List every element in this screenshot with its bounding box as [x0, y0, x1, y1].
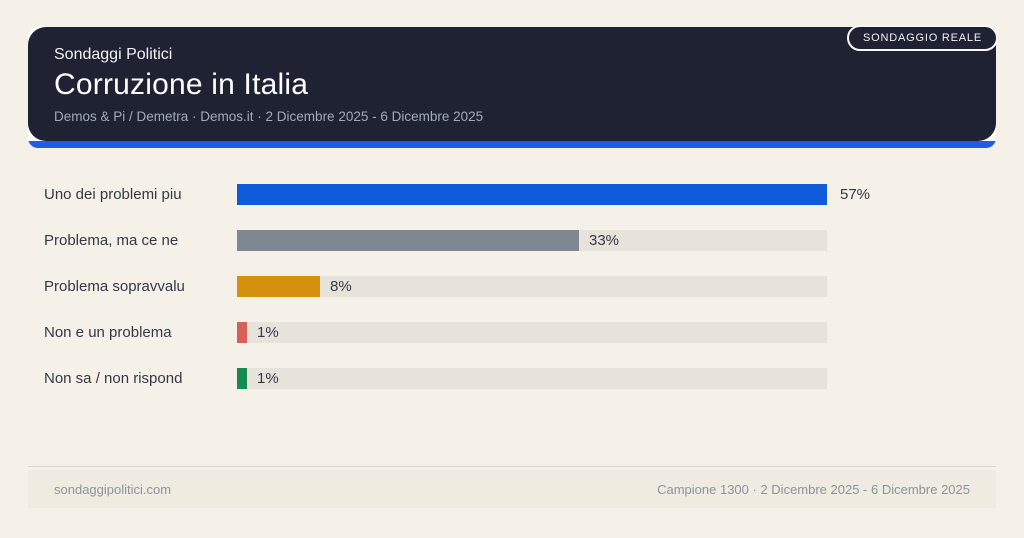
page-subtitle: Demos & Pi / Demetra · Demos.it · 2 Dice…: [54, 109, 484, 124]
bar-track: 33%: [237, 230, 827, 251]
bar-fill: [237, 184, 827, 205]
bar-value: 1%: [257, 370, 279, 387]
row-label: Problema, ma ce ne: [44, 232, 179, 249]
brand-kicker: Sondaggi Politici: [54, 46, 173, 63]
bar-value: 1%: [257, 324, 279, 341]
bar-fill: [237, 322, 247, 343]
footer-bar: sondaggipolitici.com Campione 1300 · 2 D…: [28, 470, 996, 508]
chart-row: Uno dei problemi piu 57%: [44, 184, 870, 205]
bar-track: 1%: [237, 368, 827, 389]
row-label: Problema sopravvalu: [44, 278, 185, 295]
chart-row: Problema sopravvalu 8%: [44, 276, 827, 297]
page-title: Corruzione in Italia: [54, 68, 309, 101]
row-label: Uno dei problemi piu: [44, 186, 182, 203]
bar-fill: [237, 368, 247, 389]
footer-sample-info: Campione 1300 · 2 Dicembre 2025 - 6 Dice…: [657, 481, 970, 497]
bar-value: 57%: [840, 186, 871, 203]
bar-value: 8%: [330, 278, 352, 295]
row-label: Non e un problema: [44, 324, 172, 341]
bar-fill: [237, 276, 320, 297]
header-card-wrap: Sondaggi Politici Corruzione in Italia D…: [28, 27, 996, 148]
header-card: Sondaggi Politici Corruzione in Italia D…: [28, 27, 996, 141]
chart-row: Non sa / non rispond 1%: [44, 368, 827, 389]
poll-bar-chart: Uno dei problemi piu 57% Problema, ma ce n…: [44, 184, 870, 414]
bar-track: 1%: [237, 322, 827, 343]
accent-line: [28, 141, 996, 148]
row-label: Non sa / non rispond: [44, 370, 183, 387]
bar-fill: [237, 230, 579, 251]
footer-divider: [28, 466, 996, 467]
footer-site: sondaggipolitici.com: [54, 481, 172, 497]
chart-row: Problema, ma ce ne 33%: [44, 230, 827, 251]
real-poll-badge: SONDAGGIO REALE: [847, 25, 998, 51]
bar-track: 57%: [237, 184, 870, 205]
chart-row: Non e un problema 1%: [44, 322, 827, 343]
bar-value: 33%: [589, 232, 620, 249]
bar-track: 8%: [237, 276, 827, 297]
